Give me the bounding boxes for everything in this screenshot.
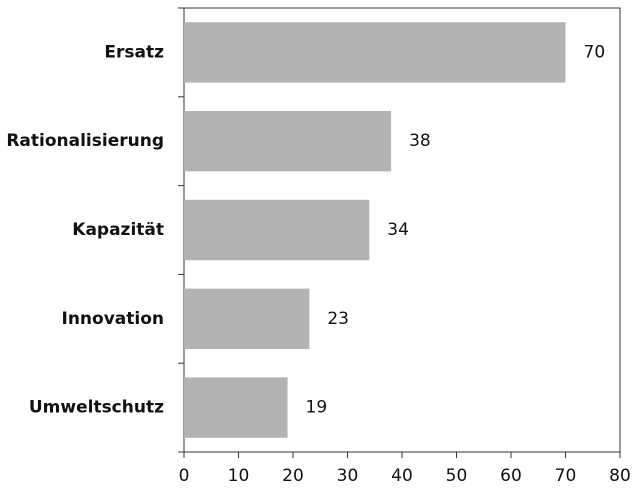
x-tick-label: 50 <box>446 466 468 486</box>
value-label: 70 <box>584 42 606 62</box>
x-tick-label: 70 <box>555 466 577 486</box>
bar <box>184 377 288 438</box>
value-label: 19 <box>306 398 328 418</box>
value-label: 23 <box>327 309 349 329</box>
x-tick-label: 30 <box>337 466 359 486</box>
x-tick-label: 20 <box>282 466 304 486</box>
y-tick-label: Kapazität <box>72 220 164 240</box>
x-tick-label: 80 <box>609 466 631 486</box>
bar <box>184 288 310 349</box>
x-tick-label: 40 <box>391 466 413 486</box>
y-tick-label: Rationalisierung <box>6 131 164 151</box>
y-tick-label: Umweltschutz <box>29 398 164 418</box>
bar <box>184 111 392 172</box>
bar <box>184 199 370 261</box>
y-tick-label: Ersatz <box>104 42 164 62</box>
value-label: 34 <box>387 220 409 240</box>
x-tick-label: 10 <box>228 466 250 486</box>
bar <box>184 22 566 83</box>
value-label: 38 <box>409 131 431 151</box>
y-tick-label: Innovation <box>62 309 165 329</box>
x-tick-label: 0 <box>179 466 190 486</box>
x-tick-label: 60 <box>500 466 522 486</box>
